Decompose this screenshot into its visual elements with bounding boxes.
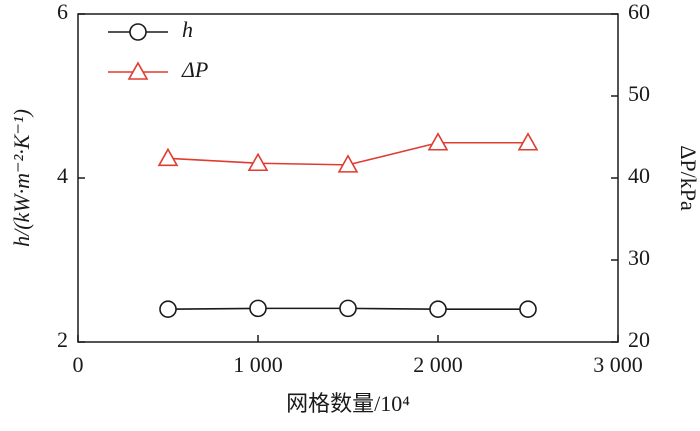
x-axis-label: 网格数量/10⁴	[286, 391, 410, 416]
legend-marker	[129, 23, 147, 41]
x-tick-label: 0	[73, 352, 84, 377]
marker	[157, 147, 179, 167]
marker	[429, 300, 447, 319]
legend-label: ΔP	[181, 57, 208, 82]
marker	[519, 300, 537, 319]
marker	[339, 299, 357, 318]
marker	[249, 299, 267, 318]
y2-tick-label: 60	[628, 0, 650, 24]
marker	[517, 132, 539, 151]
legend-marker	[127, 61, 149, 80]
y2-tick-label: 30	[628, 245, 650, 270]
marker	[247, 152, 269, 172]
x-tick-label: 2 000	[413, 352, 463, 377]
x-tick-label: 1 000	[233, 352, 283, 377]
y-axis-label: h/(kW·m⁻²·K⁻¹)	[9, 109, 34, 247]
y2-axis-label: ΔP/kPa	[676, 145, 700, 211]
y2-tick-label: 50	[628, 81, 650, 106]
marker	[427, 132, 449, 151]
x-tick-label: 3 000	[593, 352, 643, 377]
y-tick-label: 4	[57, 163, 68, 188]
y2-tick-label: 20	[628, 327, 650, 352]
y-tick-label: 6	[57, 0, 68, 24]
marker	[337, 154, 359, 173]
y2-tick-label: 40	[628, 163, 650, 188]
marker	[159, 300, 177, 319]
plot-frame	[77, 13, 619, 343]
y-tick-label: 2	[57, 327, 68, 352]
legend-label: h	[182, 17, 193, 42]
